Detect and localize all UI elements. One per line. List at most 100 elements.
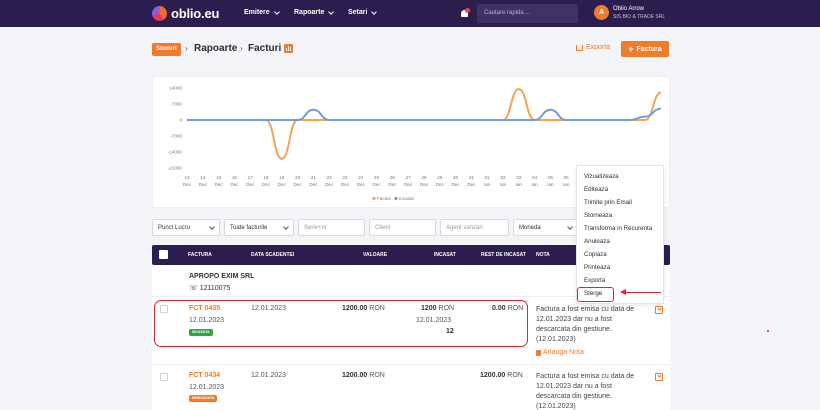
moneda-select[interactable]: Moneda <box>513 219 578 236</box>
menu-item-storneaza[interactable]: Storneaza <box>584 212 613 219</box>
series-line-incasat <box>186 107 662 121</box>
menu-rapoarte-label: Rapoarte <box>294 9 325 16</box>
x-tick-label: 28 <box>421 175 427 180</box>
plus-icon: + <box>628 43 634 54</box>
rest-currency: RON <box>507 305 524 312</box>
x-tick-label: 15 <box>216 175 222 180</box>
stocuri-badge-button[interactable]: Stocuri <box>152 43 181 56</box>
x-tick-label: Dec <box>341 182 350 187</box>
x-tick-label: 01 <box>485 175 491 180</box>
invoice-number[interactable]: FCT 0435 <box>189 305 221 312</box>
invoice-date: 12.01.2023 <box>189 384 225 391</box>
client-input[interactable]: Client <box>369 219 436 236</box>
x-tick-label: 26 <box>390 175 396 180</box>
chevron-down-icon <box>209 224 215 230</box>
menu-item-editeaza[interactable]: Editeaza <box>584 186 609 193</box>
menu-item-copiaza[interactable]: Copiaza <box>584 251 607 258</box>
row-actions-dropdown-button[interactable] <box>655 306 663 314</box>
logo[interactable]: oblio.eu <box>152 5 219 22</box>
top-navbar: oblio.eu Emitere Rapoarte Setari Cautare… <box>0 0 820 27</box>
column-factura[interactable]: Factura <box>188 252 212 258</box>
x-tick-label: Dec <box>467 182 476 187</box>
phone-icon: ☏ <box>189 285 200 292</box>
menu-item-anuleaza[interactable]: Anuleaza <box>584 238 610 245</box>
y-tick-label: 0 <box>179 118 182 123</box>
menu-emitere[interactable]: Emitere <box>244 8 280 16</box>
x-tick-label: 24 <box>358 175 364 180</box>
highlight-sterge-annotation <box>577 287 614 302</box>
x-tick-label: 13 <box>184 175 190 180</box>
rest-cell: 0.00 RON <box>492 305 523 312</box>
x-tick-label: Dec <box>199 182 208 187</box>
x-tick-label: Dec <box>388 182 397 187</box>
export-button[interactable]: Exporta <box>576 44 610 51</box>
menu-rapoarte[interactable]: Rapoarte <box>294 8 335 16</box>
avatar[interactable]: A <box>594 5 609 20</box>
tip-facturi-select[interactable]: Toate facturile <box>224 219 294 236</box>
breadcrumb-rapoarte[interactable]: Rapoarte <box>194 43 238 54</box>
user-name[interactable]: Oblio Arrow <box>613 6 645 12</box>
x-tick-label: 18 <box>263 175 269 180</box>
x-tick-label: Dec <box>373 182 382 187</box>
column-valoare[interactable]: Valoare <box>363 252 388 258</box>
agent-vanzari-input[interactable]: Agent vanzari <box>440 219 509 236</box>
x-tick-label: Dec <box>215 182 224 187</box>
value-currency: RON <box>369 372 385 379</box>
row-checkbox[interactable] <box>160 373 168 381</box>
legend-marker <box>394 196 398 201</box>
column-rest-de-incasat[interactable]: Rest de incasat <box>481 252 526 258</box>
phone-value: 12110075 <box>199 285 231 292</box>
menu-item-trimite-email[interactable]: Trimite prin Email <box>584 199 632 206</box>
add-invoice-label: Factura <box>636 45 662 53</box>
rest-currency: RON <box>507 372 523 379</box>
rest-amount: 1200.00 <box>480 372 506 379</box>
x-tick-label: Ian <box>500 182 507 187</box>
search-input[interactable]: Cautare rapida ... <box>477 4 578 23</box>
column-incasat[interactable]: Incasat <box>434 252 456 258</box>
x-tick-label: 21 <box>311 175 317 180</box>
x-tick-label: 04 <box>532 175 538 180</box>
invoice-date: 12.01.2023 <box>189 317 225 324</box>
client-group-name[interactable]: APROPO EXIM SRL <box>189 273 255 280</box>
bell-body <box>461 10 468 17</box>
legend-label: Incasat <box>399 196 415 201</box>
add-note-label: Adauga Nota <box>543 349 584 356</box>
menu-item-sterge[interactable]: Sterge <box>584 290 603 297</box>
menu-item-vizualizeaza[interactable]: Vizualizeaza <box>584 173 619 180</box>
notification-bell-icon[interactable] <box>460 8 470 18</box>
serie-nr-input[interactable]: Serie+nr <box>298 219 365 236</box>
x-tick-label: 02 <box>500 175 506 180</box>
row-actions-dropdown-button[interactable] <box>655 373 663 381</box>
chevron-down-icon <box>328 8 335 15</box>
menu-item-exporta[interactable]: Exporta <box>584 277 606 284</box>
tip-facturi-value: Toate facturile <box>230 225 268 231</box>
add-note-link[interactable]: Adauga Nota <box>536 349 584 356</box>
row-checkbox[interactable] <box>160 305 168 313</box>
status-badge: neincasata <box>189 395 218 402</box>
column-data-scadentei[interactable]: Data scadentei <box>251 252 295 258</box>
x-tick-label: Dec <box>309 182 318 187</box>
select-all-checkbox[interactable] <box>159 250 168 259</box>
x-tick-label: 17 <box>248 175 254 180</box>
invoice-number[interactable]: FCT 0434 <box>189 372 221 379</box>
value-amount: 1200.00 <box>342 372 368 379</box>
moneda-value: Moneda <box>519 225 541 231</box>
x-tick-label: Dec <box>294 182 303 187</box>
punct-lucru-select[interactable]: Punct Lucru <box>152 219 220 236</box>
menu-item-printeaza[interactable]: Printeaza <box>584 264 611 271</box>
x-tick-label: Dec <box>230 182 239 187</box>
chevron-down-icon <box>273 8 280 15</box>
x-tick-label: Dec <box>404 182 413 187</box>
y-tick-label: -21000 <box>168 166 183 171</box>
annotation-arrow-head-icon <box>620 289 626 295</box>
menu-setari[interactable]: Setari <box>348 8 378 16</box>
breadcrumb-separator-icon: › <box>240 44 243 53</box>
y-tick-label: 7000 <box>172 102 183 107</box>
chart-toggle-icon[interactable] <box>284 44 293 53</box>
value-amount: 1200.00 <box>342 305 368 312</box>
paid-cell: 1200 RON <box>421 305 454 312</box>
menu-item-transforma-recurenta[interactable]: Transforma in Recurenta <box>584 225 653 232</box>
x-tick-label: 20 <box>295 175 301 180</box>
add-invoice-button[interactable]: + Factura <box>621 41 669 57</box>
x-tick-label: 06 <box>564 175 570 180</box>
